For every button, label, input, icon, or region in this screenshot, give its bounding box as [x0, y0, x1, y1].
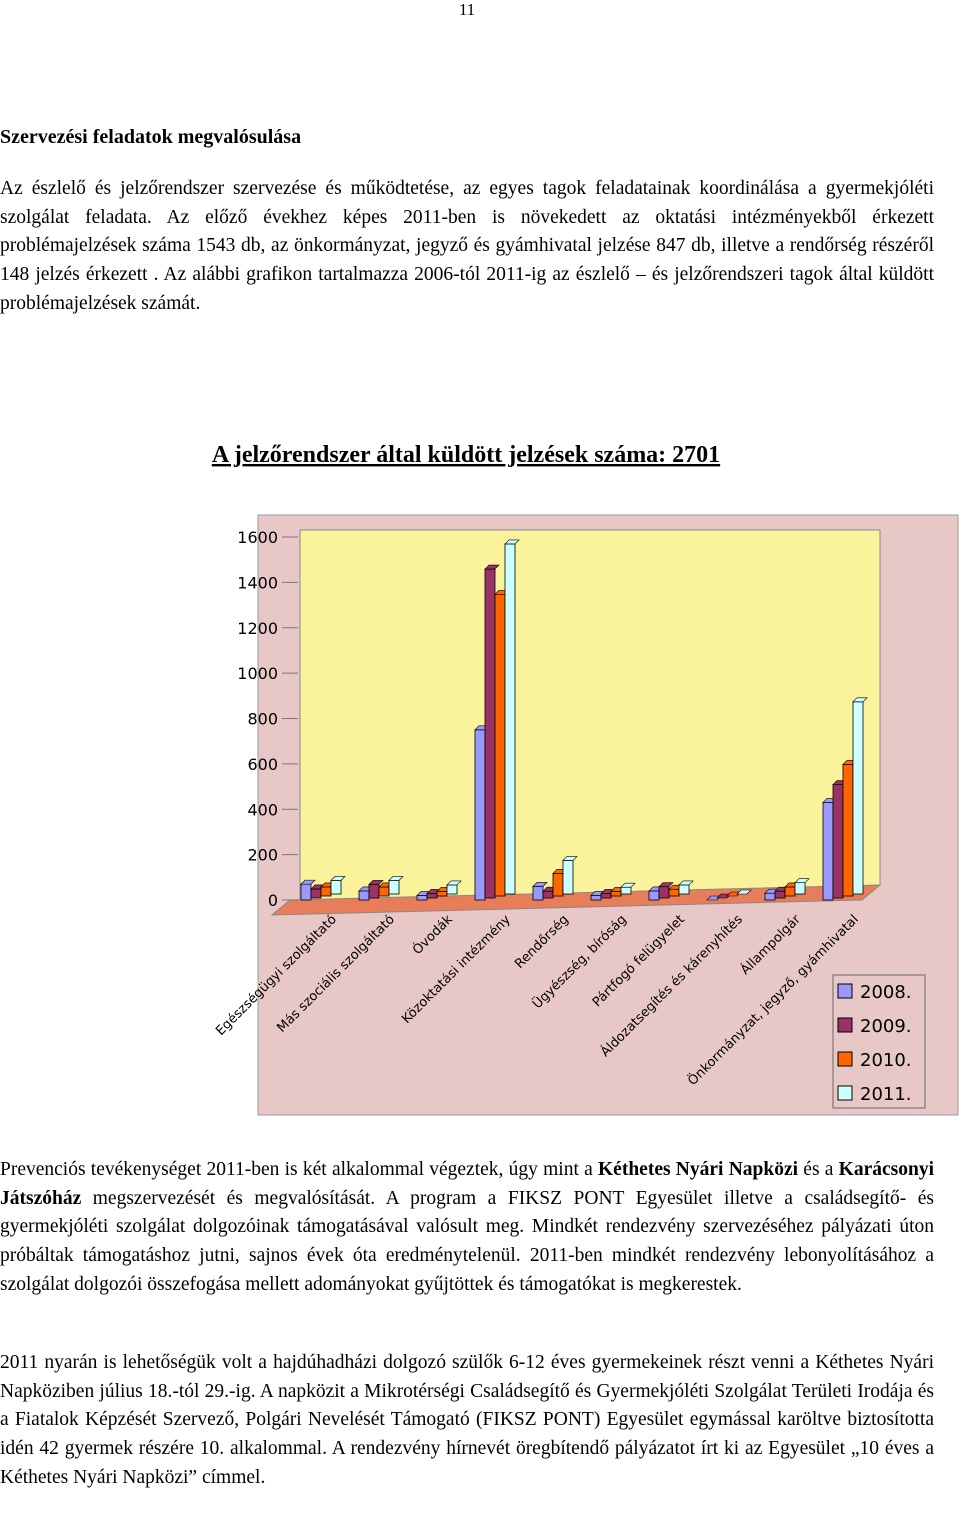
paragraph: 2011 nyarán is lehetőségük volt a hajdúh… — [0, 1352, 934, 1488]
legend-swatch — [837, 1017, 853, 1033]
bar — [300, 883, 312, 901]
y-tick-label: 200 — [247, 846, 278, 865]
bar — [832, 784, 844, 899]
bar — [416, 895, 428, 901]
bar-top — [368, 880, 384, 885]
text: és a — [798, 1159, 839, 1180]
bar — [494, 593, 506, 897]
bar — [678, 884, 690, 895]
bar — [532, 885, 544, 901]
bar-top — [852, 697, 868, 703]
y-tick-label: 1000 — [237, 664, 278, 683]
bold-text: Karácsonyi Játszóház — [0, 1159, 934, 1209]
bar-top — [658, 882, 674, 887]
bar — [388, 879, 400, 895]
bar — [368, 883, 380, 899]
y-tick-label: 0 — [268, 891, 278, 910]
legend-swatch — [837, 983, 853, 999]
bar — [484, 568, 496, 899]
bar — [446, 884, 458, 895]
y-tick-label: 1400 — [237, 573, 278, 592]
legend-swatch — [837, 1085, 853, 1101]
bar — [590, 895, 602, 901]
bar-top — [446, 880, 462, 886]
bar — [610, 891, 622, 897]
legend-label: 2011. — [860, 1084, 912, 1105]
y-tick-label: 600 — [247, 755, 278, 774]
heading: Szervezési feladatok megvalósulása — [0, 126, 302, 148]
bar — [852, 701, 864, 895]
bar — [784, 886, 796, 897]
bar-top — [736, 889, 752, 895]
bar-top — [794, 878, 810, 883]
bar-top — [330, 876, 346, 881]
bar — [378, 886, 390, 897]
bar — [330, 879, 342, 895]
bar — [310, 888, 322, 899]
bar-top — [504, 539, 520, 545]
text: megszervezését és megvalósítását. A prog… — [0, 1187, 934, 1295]
bar — [542, 890, 554, 899]
bar — [668, 888, 680, 897]
bar — [774, 890, 786, 899]
bar — [822, 802, 834, 901]
y-tick-label: 1600 — [237, 528, 278, 547]
chart-title: A jelzőrendszer által küldött jelzések s… — [212, 442, 720, 468]
bar — [474, 729, 486, 901]
legend-label: 2009. — [860, 1016, 912, 1037]
text: Prevenciós tevékenységet 2011-ben is két… — [0, 1159, 599, 1180]
bar — [794, 882, 806, 895]
bar-top — [620, 882, 636, 888]
legend-swatch — [837, 1051, 853, 1067]
bar — [562, 860, 574, 895]
paragraph: Prevenciós tevékenységet 2011-ben is két… — [0, 1156, 934, 1300]
bar — [552, 872, 564, 897]
bar-top — [562, 856, 578, 861]
bar — [436, 891, 448, 897]
bar — [842, 764, 854, 897]
chart: A jelzőrendszer által küldött jelzések s… — [212, 442, 959, 1116]
bar — [764, 892, 776, 901]
bold-text: Kéthetes Nyári Napközi — [598, 1159, 799, 1180]
y-tick-label: 800 — [247, 710, 278, 729]
bar — [600, 893, 612, 899]
bar — [658, 886, 670, 899]
bar-top — [532, 882, 548, 887]
page-number: 11 — [458, 0, 476, 19]
y-tick-label: 400 — [247, 800, 278, 819]
bar-top — [678, 880, 694, 886]
y-tick-label: 1200 — [237, 619, 278, 638]
bar — [426, 893, 438, 899]
bar-top — [484, 564, 500, 570]
bar — [648, 890, 660, 901]
legend-label: 2010. — [860, 1050, 912, 1071]
bar-top — [300, 879, 316, 885]
legend-label: 2008. — [860, 982, 912, 1003]
bar — [504, 543, 516, 895]
bar — [358, 890, 370, 901]
bar — [620, 886, 632, 895]
bar-top — [388, 876, 404, 881]
paragraph: Az észlelő és jelzőrendszer szervezése é… — [0, 178, 934, 314]
plot-area — [299, 529, 881, 906]
bar — [320, 886, 332, 897]
